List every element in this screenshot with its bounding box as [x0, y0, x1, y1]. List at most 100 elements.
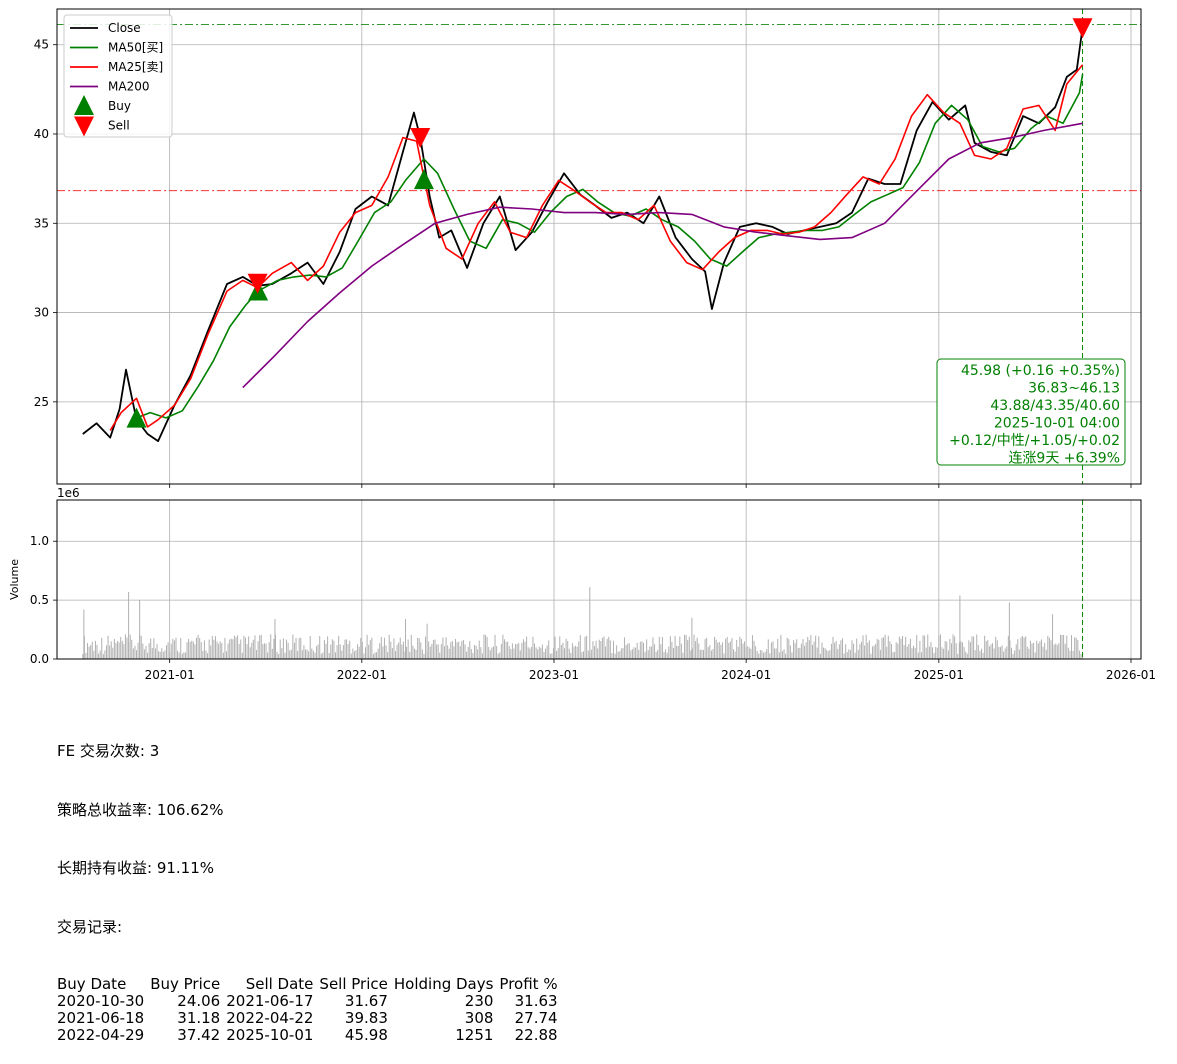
volume-bar [696, 637, 698, 659]
trade-table-header-cell: Buy Date [57, 975, 127, 993]
volume-bar [740, 638, 742, 659]
volume-bar [576, 646, 578, 659]
volume-bar [153, 638, 155, 659]
volume-bar [118, 642, 120, 659]
volume-bar [873, 645, 875, 659]
volume-bar [1014, 650, 1016, 659]
volume-bar [958, 642, 960, 659]
volume-bar [971, 636, 973, 659]
volume-bar [999, 646, 1001, 659]
volume-bar [1077, 639, 1079, 659]
volume-bar [924, 635, 926, 659]
volume-bar [480, 647, 482, 659]
volume-bar [996, 640, 998, 659]
volume-bar [270, 634, 272, 659]
volume-bar [432, 639, 434, 659]
volume-bar [922, 635, 924, 659]
legend-box [63, 14, 173, 138]
volume-bar-peak [274, 618, 276, 659]
volume-bar [115, 643, 117, 659]
volume-bar [936, 647, 938, 659]
volume-bar [851, 640, 853, 659]
volume-bar [456, 642, 458, 659]
volume-bar [154, 648, 156, 659]
volume-bar [766, 649, 768, 659]
volume-bar [1017, 639, 1019, 659]
volume-bar [854, 652, 856, 659]
volume-bar [211, 636, 213, 659]
volume-bar [120, 636, 122, 659]
volume-bar [710, 650, 712, 659]
trade-table-header-cell: Sell Date [245, 975, 314, 993]
info-annotation-line: 45.98 (+0.16 +0.35%) [961, 363, 1120, 379]
volume-bar [654, 644, 656, 659]
info-annotation-line: +0.12/中性/+1.05/+0.02 [949, 433, 1120, 449]
volume-bar [164, 650, 166, 659]
volume-bar [636, 642, 638, 659]
volume-bar [955, 643, 957, 659]
volume-bar [203, 640, 205, 659]
volume-bar [980, 648, 982, 659]
volume-bar [496, 646, 498, 659]
volume-bar [202, 651, 204, 659]
volume-bar [916, 634, 918, 659]
sell-marker [1072, 18, 1093, 39]
volume-bar [695, 641, 697, 659]
volume-bar [534, 643, 536, 659]
summary-trade-records-label: 交易记录: [57, 917, 123, 936]
volume-bar [537, 649, 539, 659]
volume-bar [453, 646, 455, 659]
volume-bar [421, 649, 423, 659]
volume-bar-peak [83, 609, 85, 659]
volume-bar [755, 646, 757, 659]
volume-bar [601, 637, 603, 659]
trade-table-header-cell: Holding Days [393, 975, 494, 993]
trade-table-body: 2020-10-30 24.06 2021-06-17 31.67 230 31.63 20… [57, 993, 564, 1044]
volume-bar [98, 653, 100, 659]
volume-bar [606, 638, 608, 659]
volume-bar [303, 645, 305, 659]
volume-bar [208, 639, 210, 659]
volume-bar [810, 635, 812, 659]
volume-bar [336, 645, 338, 659]
volume-bar [575, 645, 577, 659]
volume-bar [679, 636, 681, 659]
volume-bar [483, 634, 485, 659]
volume-bar [519, 650, 521, 659]
volume-bar [442, 637, 444, 659]
volume-bar [222, 652, 224, 659]
volume-bar [552, 648, 554, 659]
volume-y-tick-label: 0.0 [30, 652, 49, 666]
volume-bar [872, 646, 874, 659]
trade-table-cell: 31.63 [514, 992, 558, 1010]
volume-bar [431, 643, 433, 659]
volume-bar [349, 640, 351, 659]
volume-bar [584, 636, 586, 659]
volume-bar [549, 653, 551, 659]
volume-bar [919, 640, 921, 659]
volume-bar [747, 646, 749, 659]
volume-bar [952, 634, 954, 659]
volume-bar [620, 648, 622, 659]
volume-bar [660, 644, 662, 659]
volume-bar [205, 650, 207, 659]
volume-bar [611, 653, 613, 659]
volume-bar [957, 653, 959, 659]
volume-bar [541, 644, 543, 659]
volume-bar [647, 650, 649, 659]
volume-bar [690, 650, 692, 659]
volume-bar [316, 646, 318, 659]
volume-bar [993, 648, 995, 659]
volume-bar [764, 651, 766, 659]
volume-bar [358, 646, 360, 659]
volume-bar [339, 644, 341, 659]
volume-bar [995, 636, 997, 659]
volume-bar [932, 647, 934, 659]
volume-bar [529, 648, 531, 659]
volume-bar [401, 644, 403, 659]
volume-bar [1059, 634, 1061, 659]
volume-bar [590, 649, 592, 659]
volume-bar [278, 654, 280, 659]
volume-bar [788, 639, 790, 659]
volume-bar [113, 639, 115, 659]
